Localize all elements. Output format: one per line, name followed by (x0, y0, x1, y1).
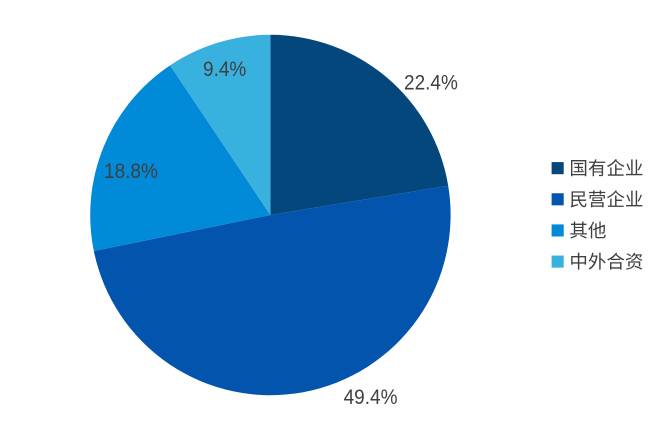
svg-text:49.4%: 49.4% (344, 386, 398, 409)
svg-text:9.4%: 9.4% (203, 58, 246, 81)
svg-text:22.4%: 22.4% (404, 71, 458, 94)
svg-text:18.8%: 18.8% (104, 160, 158, 183)
